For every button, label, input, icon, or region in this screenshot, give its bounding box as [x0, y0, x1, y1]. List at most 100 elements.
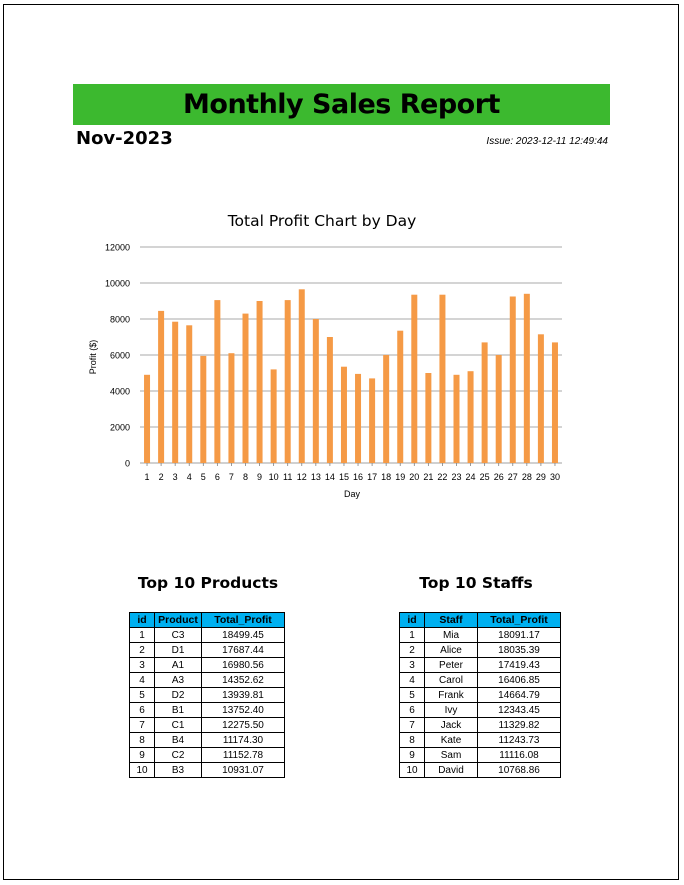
table-cell: 6	[129, 702, 155, 718]
table-cell: Jack	[424, 717, 478, 733]
bar	[467, 371, 474, 463]
table-cell: 1	[399, 627, 425, 643]
table-cell: 13752.40	[201, 702, 285, 718]
table-cell: 5	[129, 687, 155, 703]
table-row: 6 Ivy 12343.45	[399, 702, 561, 718]
y-tick-label: 10000	[105, 279, 130, 289]
chart-title: Total Profit Chart by Day	[227, 212, 417, 230]
bar	[186, 325, 193, 463]
table-cell: A3	[154, 672, 202, 688]
bar	[355, 373, 362, 463]
bar	[397, 330, 404, 463]
table-cell: 6	[399, 702, 425, 718]
table-cell: B3	[154, 762, 202, 778]
table-row: 5 D2 13939.81	[129, 687, 285, 703]
x-tick-label: 18	[381, 472, 391, 482]
table-cell: C3	[154, 627, 202, 643]
products-header-profit: Total_Profit	[201, 612, 285, 628]
x-tick-label: 14	[325, 472, 335, 482]
table-cell: 8	[399, 732, 425, 748]
issue-timestamp: Issue: 2023-12-11 12:49:44	[486, 136, 608, 147]
table-row: 2 D1 17687.44	[129, 642, 285, 658]
table-cell: Sam	[424, 747, 478, 763]
y-tick-label: 8000	[110, 315, 130, 325]
bar	[256, 301, 263, 463]
bar	[298, 289, 305, 463]
x-tick-label: 20	[409, 472, 419, 482]
y-axis-label: Profit ($)	[88, 340, 98, 375]
table-row: 9 Sam 11116.08	[399, 747, 561, 763]
x-tick-label: 15	[339, 472, 349, 482]
table-cell: 11243.73	[477, 732, 561, 748]
bar	[172, 321, 179, 463]
x-tick-label: 1	[145, 472, 150, 482]
staffs-header-profit: Total_Profit	[477, 612, 561, 628]
x-tick-label: 21	[423, 472, 433, 482]
table-cell: 10	[129, 762, 155, 778]
x-tick-label: 4	[187, 472, 192, 482]
y-tick-label: 4000	[110, 387, 130, 397]
products-header-id: id	[129, 612, 155, 628]
report-month: Nov-2023	[76, 128, 173, 149]
bar	[144, 374, 151, 463]
bar	[523, 293, 530, 463]
x-tick-label: 13	[311, 472, 321, 482]
y-tick-label: 12000	[105, 243, 130, 253]
x-tick-label: 2	[159, 472, 164, 482]
report-title-banner: Monthly Sales Report	[73, 84, 610, 125]
x-tick-label: 9	[257, 472, 262, 482]
x-tick-label: 23	[451, 472, 461, 482]
bar	[383, 355, 390, 463]
table-row: 6 B1 13752.40	[129, 702, 285, 718]
x-tick-label: 3	[173, 472, 178, 482]
x-axis-label: Day	[344, 489, 361, 499]
table-cell: 17419.43	[477, 657, 561, 673]
staffs-table: id Staff Total_Profit 1 Mia 18091.17 2 Alice…	[399, 612, 561, 778]
bar	[439, 294, 446, 463]
table-cell: Carol	[424, 672, 478, 688]
x-tick-label: 7	[229, 472, 234, 482]
table-cell: 9	[399, 747, 425, 763]
table-cell: 18091.17	[477, 627, 561, 643]
table-cell: 17687.44	[201, 642, 285, 658]
table-cell: Mia	[424, 627, 478, 643]
staffs-header-id: id	[399, 612, 425, 628]
x-tick-label: 17	[367, 472, 377, 482]
x-tick-label: 11	[283, 472, 292, 482]
table-cell: Peter	[424, 657, 478, 673]
x-tick-label: 25	[480, 472, 490, 482]
x-tick-label: 6	[215, 472, 220, 482]
x-tick-label: 19	[395, 472, 405, 482]
staffs-table-title: Top 10 Staffs	[419, 574, 533, 592]
table-row: 9 C2 11152.78	[129, 747, 285, 763]
table-row: 4 Carol 16406.85	[399, 672, 561, 688]
table-cell: 14352.62	[201, 672, 285, 688]
table-row: 10 David 10768.86	[399, 762, 561, 778]
table-row: 7 Jack 11329.82	[399, 717, 561, 733]
table-row: 1 Mia 18091.17	[399, 627, 561, 643]
table-cell: 11329.82	[477, 717, 561, 733]
table-cell: 2	[399, 642, 425, 658]
x-tick-label: 26	[494, 472, 504, 482]
bar	[284, 300, 291, 463]
x-tick-label: 12	[297, 472, 307, 482]
table-row: 3 Peter 17419.43	[399, 657, 561, 673]
bar	[453, 374, 460, 463]
staffs-header-row: id Staff Total_Profit	[399, 612, 561, 628]
table-row: 7 C1 12275.50	[129, 717, 285, 733]
table-cell: 1	[129, 627, 155, 643]
products-table-title: Top 10 Products	[137, 574, 279, 592]
table-cell: 11152.78	[201, 747, 285, 763]
report-title: Monthly Sales Report	[183, 89, 500, 120]
table-cell: 13939.81	[201, 687, 285, 703]
table-cell: 16406.85	[477, 672, 561, 688]
table-cell: Alice	[424, 642, 478, 658]
x-tick-label: 27	[508, 472, 518, 482]
table-cell: Kate	[424, 732, 478, 748]
bar	[495, 355, 502, 463]
x-tick-label: 30	[550, 472, 560, 482]
bar	[214, 300, 221, 463]
table-row: 8 Kate 11243.73	[399, 732, 561, 748]
staffs-header-staff: Staff	[424, 612, 478, 628]
